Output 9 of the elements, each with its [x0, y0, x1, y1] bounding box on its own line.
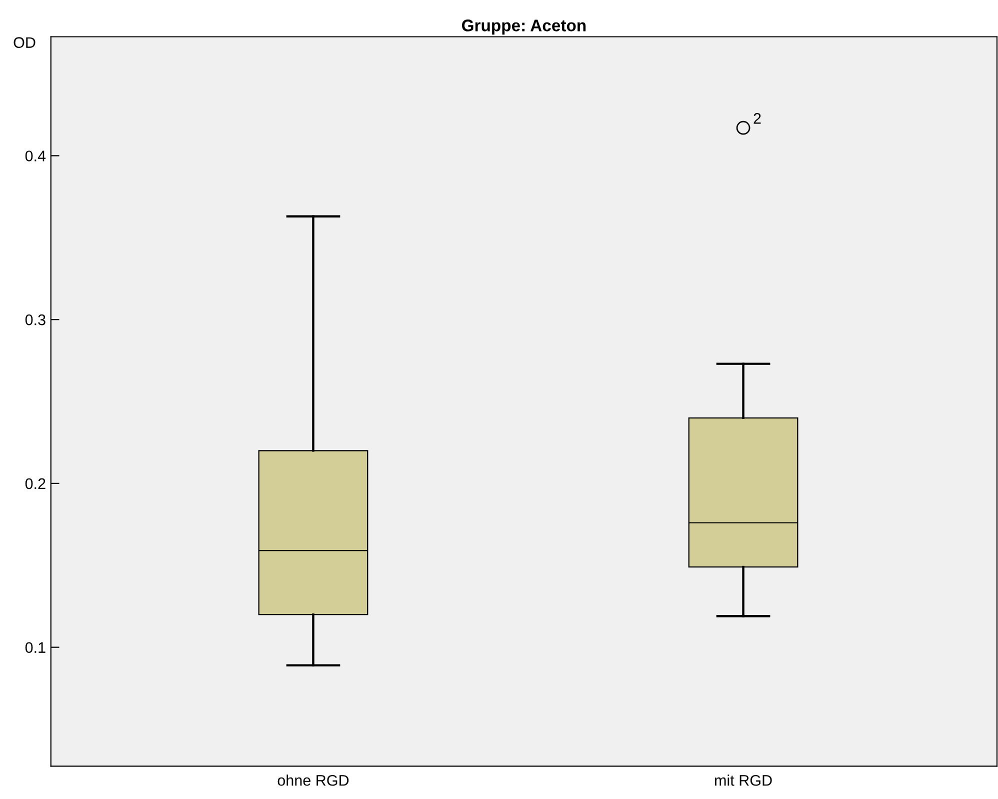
annotation: 2 — [754, 113, 761, 124]
x-tick-label: mit RGD — [715, 774, 772, 786]
x-tick-label: ohne RGD — [278, 774, 349, 786]
y-tick-label: 0.1 — [25, 642, 46, 653]
y-tick-label: 0.4 — [25, 150, 46, 162]
chart-title: Gruppe: Aceton — [462, 20, 586, 35]
y-tick-label: 0.2 — [25, 478, 46, 490]
y-axis-title: OD — [14, 37, 36, 48]
y-tick-label: 0.3 — [25, 314, 46, 326]
